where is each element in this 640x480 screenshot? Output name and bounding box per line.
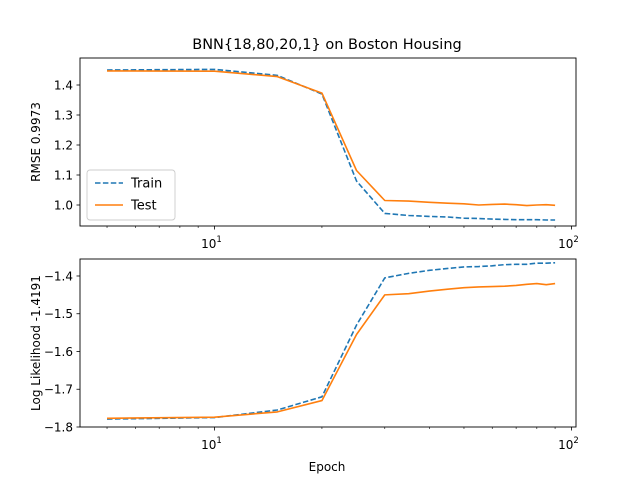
series-line-test xyxy=(107,70,556,207)
y-tick-label: 1.3 xyxy=(54,109,73,123)
series-line-test xyxy=(107,282,556,420)
y-axis-label: RMSE 0.9973 xyxy=(29,102,43,182)
x-tick-base: 10 xyxy=(201,237,216,251)
y-axis-label: Log Likelihood -1.4191 xyxy=(29,275,43,411)
chart-title: BNN{18,80,20,1} on Boston Housing xyxy=(192,37,461,53)
x-tick-label: 101 xyxy=(201,235,222,251)
legend-label-train: Train xyxy=(130,177,162,192)
y-tick-label: −1.4 xyxy=(44,269,73,283)
x-tick-exponent: 1 xyxy=(216,436,221,446)
y-tick-label: −1.8 xyxy=(44,421,73,435)
x-tick-label: 102 xyxy=(558,235,579,251)
axes-frame xyxy=(79,258,577,428)
y-tick-label: −1.6 xyxy=(44,345,73,359)
x-tick-label: 102 xyxy=(558,436,579,452)
y-tick-label: 1.0 xyxy=(54,199,73,213)
x-tick-exponent: 1 xyxy=(216,235,221,245)
series-line-train xyxy=(107,261,556,420)
x-axis-label: Epoch xyxy=(309,460,346,474)
y-tick-label: 1.2 xyxy=(54,139,73,153)
y-tick-label: −1.5 xyxy=(44,307,73,321)
x-tick-exponent: 2 xyxy=(573,436,578,446)
x-tick-label: 101 xyxy=(201,436,222,452)
x-tick-exponent: 2 xyxy=(573,235,578,245)
x-tick-base: 10 xyxy=(558,237,573,251)
x-tick-base: 10 xyxy=(558,438,573,452)
y-tick-label: −1.7 xyxy=(44,383,73,397)
y-tick-label: 1.4 xyxy=(54,79,73,93)
legend-label-test: Test xyxy=(130,199,157,214)
axes-frame xyxy=(79,57,577,227)
legend: Train Test xyxy=(86,169,176,221)
legend-box xyxy=(86,169,176,221)
y-tick-label: 1.1 xyxy=(54,169,73,183)
x-tick-base: 10 xyxy=(201,438,216,452)
